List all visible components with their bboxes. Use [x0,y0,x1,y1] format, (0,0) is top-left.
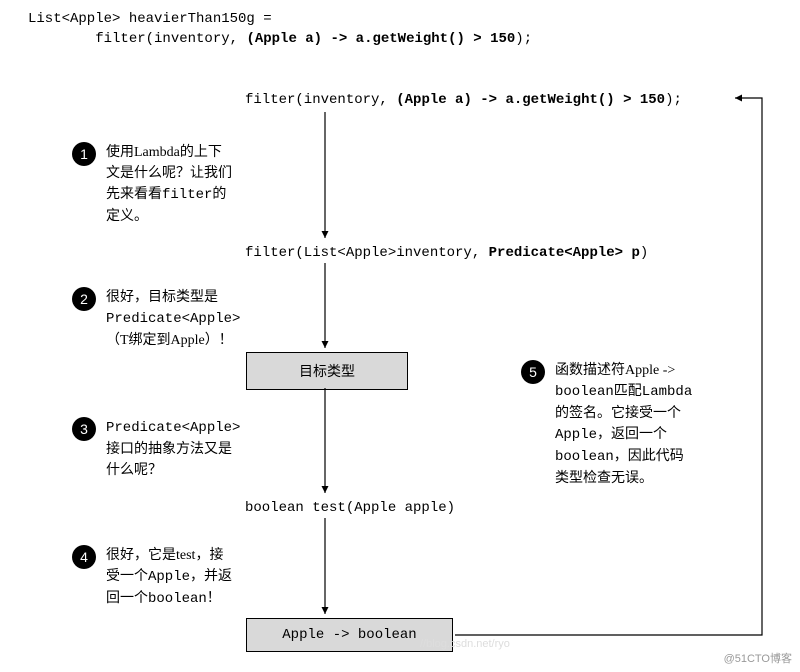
blog-watermark: //blog.csdn.net/ryo [420,638,510,650]
flow-signature: filter(List<Apple>inventory, Predicate<A… [245,245,648,261]
brand-watermark: @51CTO博客 [724,650,792,666]
step-1-number: 1 [72,142,96,166]
step-5-text: 函数描述符Apple -> boolean匹配Lambda 的签名。它接受一个 … [555,360,745,489]
flow-test-method: boolean test(Apple apple) [245,500,455,516]
flow-top-call: filter(inventory, (Apple a) -> a.getWeig… [245,92,682,108]
header-line2-post: ); [515,31,532,47]
step-5: 5 函数描述符Apple -> boolean匹配Lambda 的签名。它接受一… [555,360,745,489]
step-4-text: 很好，它是test，接 受一个Apple，并返 回一个boolean！ [106,545,286,610]
step-2: 2 很好，目标类型是 Predicate<Apple> （T绑定到Apple）！ [106,287,286,351]
header-line2-pre: filter(inventory, [95,31,246,47]
step-1-text: 使用Lambda的上下 文是什么呢？让我们 先来看看filter的 定义。 [106,142,286,227]
step-1: 1 使用Lambda的上下 文是什么呢？让我们 先来看看filter的 定义。 [106,142,286,227]
step-5-number: 5 [521,360,545,384]
step-3-number: 3 [72,417,96,441]
step-2-text: 很好，目标类型是 Predicate<Apple> （T绑定到Apple）！ [106,287,286,351]
header-line1: List<Apple> heavierThan150g = [28,11,272,27]
code-header: List<Apple> heavierThan150g = filter(inv… [28,10,532,49]
target-type-box: 目标类型 [246,352,408,390]
step-3: 3 Predicate<Apple> 接口的抽象方法又是 什么呢？ [106,417,286,481]
step-2-number: 2 [72,287,96,311]
step-4-number: 4 [72,545,96,569]
step-3-text: Predicate<Apple> 接口的抽象方法又是 什么呢？ [106,417,286,481]
header-line2-bold: (Apple a) -> a.getWeight() > 150 [246,31,515,47]
step-4: 4 很好，它是test，接 受一个Apple，并返 回一个boolean！ [106,545,286,610]
